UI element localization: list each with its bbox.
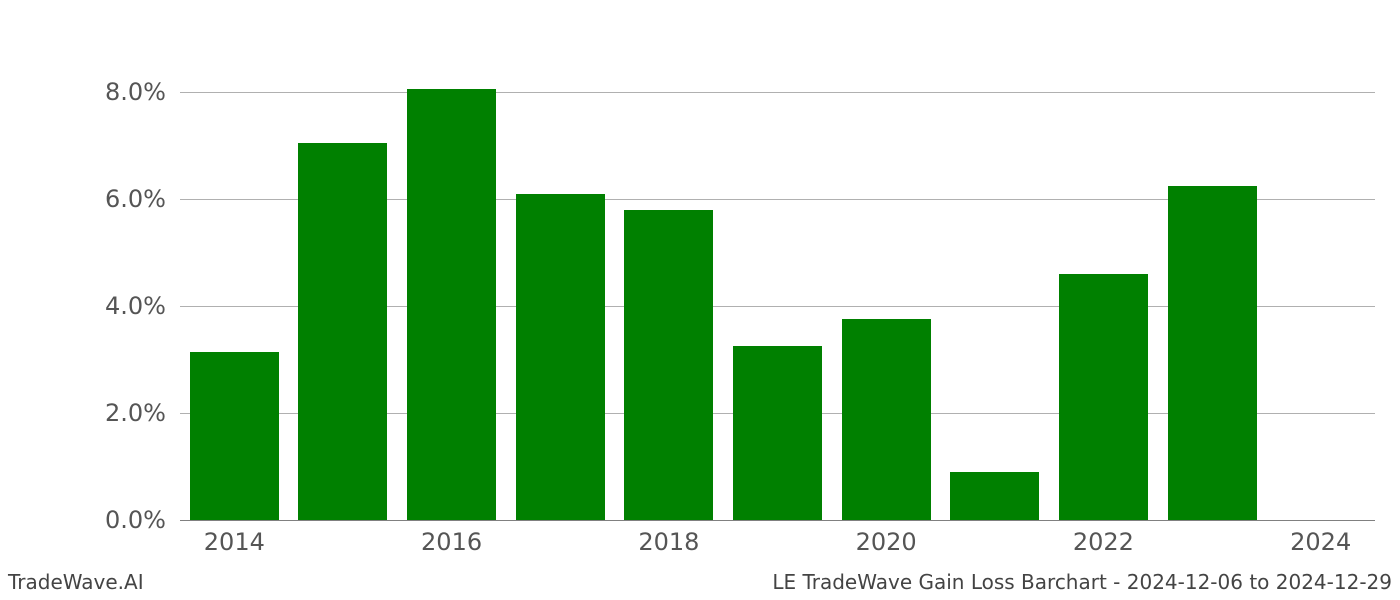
bar [733,346,822,520]
x-tick-label: 2016 [421,528,482,556]
x-tick-label: 2018 [638,528,699,556]
bar [624,210,713,520]
gridline [180,92,1375,93]
y-tick-label: 8.0% [105,78,166,106]
x-tick-label: 2022 [1073,528,1134,556]
bar [1059,274,1148,520]
bar [516,194,605,520]
bar [298,143,387,520]
x-tick-label: 2014 [204,528,265,556]
baseline [180,520,1375,521]
x-tick-label: 2020 [856,528,917,556]
y-tick-label: 6.0% [105,185,166,213]
x-tick-label: 2024 [1290,528,1351,556]
plot-area [180,60,1375,520]
y-tick-label: 0.0% [105,506,166,534]
y-tick-label: 2.0% [105,399,166,427]
footer-left-label: TradeWave.AI [8,570,144,594]
bar [1168,186,1257,520]
bar [190,352,279,520]
footer-right-label: LE TradeWave Gain Loss Barchart - 2024-1… [772,570,1392,594]
bar [842,319,931,520]
bar [407,89,496,520]
y-tick-label: 4.0% [105,292,166,320]
chart-container: 0.0% 2.0% 4.0% 6.0% 8.0% 2014 2016 2018 2020 202… [0,0,1400,600]
bar [950,472,1039,520]
